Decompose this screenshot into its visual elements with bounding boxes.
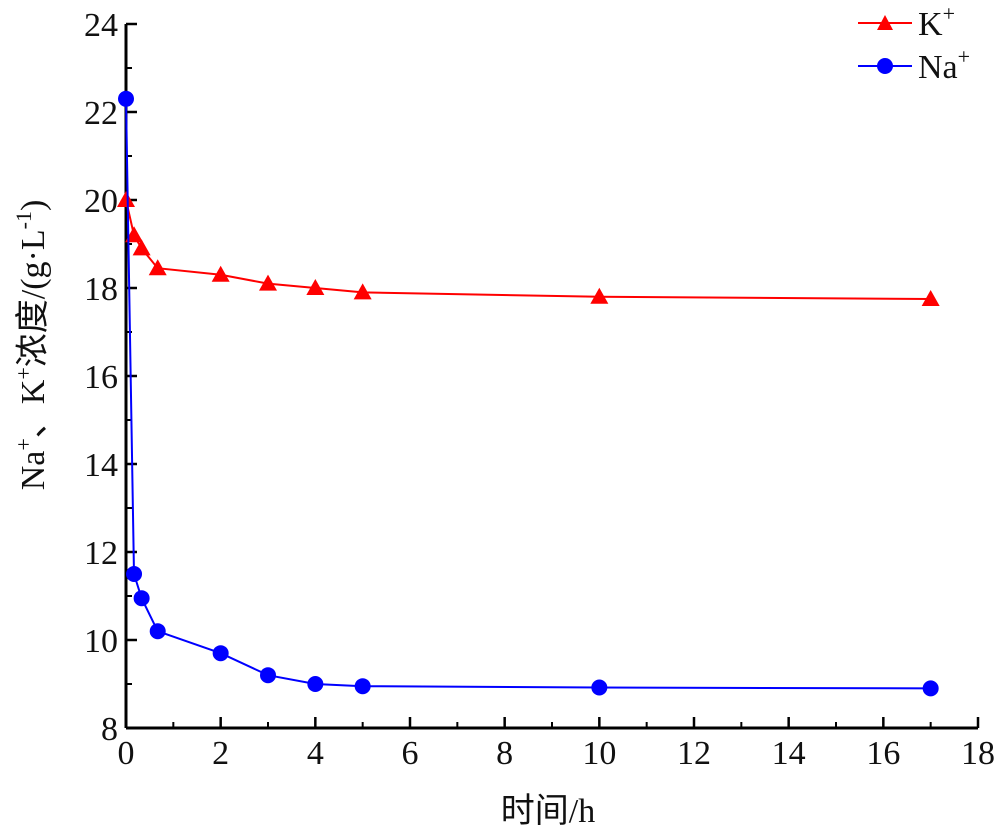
y-title-part-c: 浓度/(g·L: [14, 229, 52, 367]
x-tick-label: 10: [582, 735, 616, 772]
data-point-na: [126, 566, 143, 582]
data-point-k: [211, 265, 230, 282]
series-na: [118, 90, 939, 697]
legend: K+ Na+: [858, 1, 970, 86]
series-line-k: [125, 199, 931, 300]
x-tick-label: 18: [961, 735, 995, 772]
x-tick-label: 2: [212, 735, 229, 772]
data-point-na: [307, 676, 324, 692]
y-tick-label: 8: [101, 711, 118, 748]
data-point-na: [118, 90, 134, 107]
series-layer: [117, 90, 940, 697]
data-point-k: [148, 259, 167, 276]
data-point-na: [922, 680, 939, 697]
data-point-k: [921, 290, 940, 306]
y-title-part-d: ): [15, 200, 52, 211]
legend-marker-na: [877, 58, 893, 74]
data-point-k: [590, 287, 609, 304]
data-point-k: [259, 274, 277, 291]
legend-k-sup: +: [943, 1, 955, 26]
series-line-na: [125, 98, 931, 690]
x-tick-label: 6: [402, 735, 419, 772]
y-tick-label: 24: [84, 7, 118, 44]
legend-k-name: K: [918, 6, 943, 43]
data-point-na: [149, 623, 166, 640]
x-tick-label: 12: [677, 735, 711, 772]
x-tick-label: 0: [118, 735, 135, 772]
y-tick-label: 20: [84, 183, 118, 220]
data-point-k: [132, 239, 151, 256]
data-point-k: [306, 279, 325, 295]
series-k: [117, 191, 940, 306]
x-tick-label: 4: [307, 735, 324, 772]
legend-na-name: Na: [918, 49, 958, 86]
y-title-part-b: 、K: [15, 379, 52, 438]
data-point-na: [133, 590, 150, 607]
y-title-sup-1: +: [11, 438, 36, 450]
data-point-na: [354, 678, 371, 695]
data-point-na: [591, 679, 608, 696]
data-point-k: [353, 283, 372, 300]
legend-label-na: Na+: [918, 44, 970, 86]
data-point-k: [117, 191, 135, 207]
y-title-sup-2: +: [11, 367, 36, 379]
data-point-k: [125, 226, 144, 243]
x-axis-title: 时间/h: [501, 793, 595, 830]
y-tick-label: 22: [84, 95, 118, 132]
data-point-na: [260, 667, 276, 684]
x-tick-label: 16: [866, 735, 900, 772]
y-title-sup-3: -1: [11, 211, 36, 229]
legend-na-sup: +: [958, 44, 970, 69]
y-tick-label: 10: [84, 623, 118, 660]
y-axis-title: Na+、K+浓度/(g·L-1): [11, 200, 52, 491]
x-tick-label: 8: [496, 735, 513, 772]
legend-marker-k: [877, 15, 893, 30]
data-point-na: [212, 645, 229, 662]
y-tick-label: 12: [84, 535, 118, 572]
legend-label-k: K+: [918, 1, 955, 43]
y-tick-label: 14: [84, 447, 118, 484]
x-tick-label: 14: [772, 735, 806, 772]
y-axis-title-group: Na+、K+浓度/(g·L-1): [11, 200, 52, 491]
y-title-part-a: Na: [15, 451, 52, 491]
y-tick-label: 18: [84, 271, 118, 308]
y-tick-label: 16: [84, 359, 118, 396]
